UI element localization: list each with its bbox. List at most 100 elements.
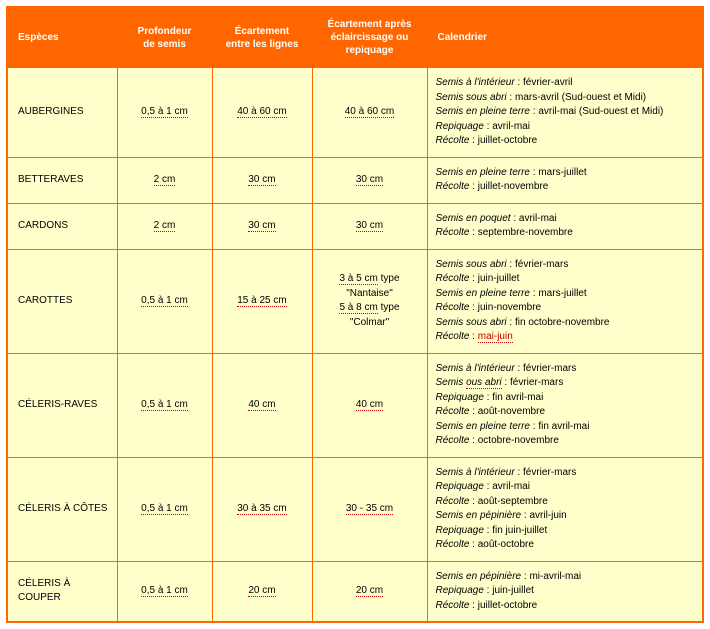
calendar-value: fin octobre-novembre <box>515 317 610 328</box>
calendar-line: Récolte : juin-novembre <box>436 301 697 316</box>
calendar-label: Récolte <box>436 435 470 446</box>
calendar-line: Repiquage : fin juin-juillet <box>436 524 697 539</box>
col-header-0: Espèces <box>7 7 117 68</box>
calendar-line: Récolte : juillet-octobre <box>436 134 697 149</box>
calendar-line: Semis sous abri : mars-avril (Sud-ouest … <box>436 91 697 106</box>
calendar-cell: Semis en poquet : avril-maiRécolte : sep… <box>427 203 703 249</box>
calendar-value: mars-avril (Sud-ouest et Midi) <box>515 92 646 103</box>
calendar-cell: Semis sous abri : février-marsRécolte : … <box>427 249 703 353</box>
calendar-cell: Semis à l'intérieur : février-marsSemis … <box>427 353 703 457</box>
measure-cell: 2 cm <box>117 203 212 249</box>
calendar-value: février-mars <box>515 259 568 270</box>
calendar-value: juin-juillet <box>492 585 534 596</box>
calendar-line: Repiquage : juin-juillet <box>436 584 697 599</box>
calendar-value: juillet-octobre <box>478 135 537 146</box>
calendar-label: Semis en pleine terre <box>436 288 531 299</box>
calendar-label: Semis sous abri <box>436 92 507 103</box>
table-row: BETTERAVES2 cm30 cm30 cmSemis en pleine … <box>7 157 703 203</box>
calendar-value: août-septembre <box>478 496 548 507</box>
calendar-label: Semis sous abri <box>436 317 507 328</box>
species-cell: CAROTTES <box>7 249 117 353</box>
calendar-value: août-novembre <box>478 406 545 417</box>
calendar-line: Récolte : août-octobre <box>436 538 697 553</box>
measure-cell: 30 cm <box>312 157 427 203</box>
calendar-line: Semis en pleine terre : fin avril-mai <box>436 420 697 435</box>
calendar-label: Récolte <box>436 600 470 611</box>
measure-cell: 3 à 5 cm type"Nantaise"5 à 8 cm type"Col… <box>312 249 427 353</box>
calendar-value: février-mars <box>523 467 576 478</box>
calendar-value: février-avril <box>523 77 572 88</box>
col-header-1: Profondeurde semis <box>117 7 212 68</box>
measure-cell: 30 cm <box>312 203 427 249</box>
calendar-label: Récolte <box>436 406 470 417</box>
calendar-label: Semis en pleine terre <box>436 106 531 117</box>
calendar-value: juin-juillet <box>478 273 520 284</box>
calendar-value: octobre-novembre <box>478 435 559 446</box>
calendar-value: avril-mai <box>519 213 557 224</box>
calendar-line: Semis en pleine terre : mars-juillet <box>436 287 697 302</box>
calendar-line: Repiquage : avril-mai <box>436 120 697 135</box>
calendar-line: Récolte : juillet-octobre <box>436 599 697 614</box>
calendar-label: Semis en pleine terre <box>436 421 531 432</box>
measure-cell: 30 à 35 cm <box>212 457 312 561</box>
calendar-value: avril-juin <box>529 510 566 521</box>
table-row: CÉLERIS À CÔTES0,5 à 1 cm30 à 35 cm30 - … <box>7 457 703 561</box>
calendar-value: avril-mai (Sud-ouest et Midi) <box>538 106 663 117</box>
calendar-label: Semis sous abri <box>436 259 507 270</box>
measure-cell: 2 cm <box>117 157 212 203</box>
calendar-label: Semis à l'intérieur <box>436 467 515 478</box>
measure-cell: 0,5 à 1 cm <box>117 353 212 457</box>
calendar-value: février-mars <box>523 363 576 374</box>
calendar-value: mars-juillet <box>538 167 586 178</box>
calendar-label: Semis en pépinière <box>436 510 522 521</box>
measure-cell: 0,5 à 1 cm <box>117 249 212 353</box>
calendar-line: Semis sous abri : fin octobre-novembre <box>436 316 697 331</box>
table-row: CÉLERIS À COUPER0,5 à 1 cm20 cm20 cmSemi… <box>7 561 703 622</box>
calendar-line: Récolte : juillet-novembre <box>436 180 697 195</box>
calendar-label: Récolte <box>436 273 470 284</box>
calendar-label: Semis en pépinière <box>436 571 522 582</box>
calendar-label: Récolte <box>436 539 470 550</box>
species-cell: CÉLERIS À COUPER <box>7 561 117 622</box>
measure-line: 3 à 5 cm type <box>339 273 399 285</box>
calendar-line: Semis à l'intérieur : février-mars <box>436 466 697 481</box>
col-header-2: Écartemententre les lignes <box>212 7 312 68</box>
calendar-line: Récolte : mai-juin <box>436 330 697 345</box>
calendar-label: Repiquage <box>436 392 484 403</box>
table-row: CARDONS2 cm30 cm30 cmSemis en poquet : a… <box>7 203 703 249</box>
calendar-line: Semis en pépinière : mi-avril-mai <box>436 570 697 585</box>
calendar-line: Repiquage : fin avril-mai <box>436 391 697 406</box>
calendar-label: Semis en pleine terre <box>436 167 531 178</box>
calendar-label: Semis ous abri <box>436 377 502 389</box>
calendar-value: avril-mai <box>492 481 530 492</box>
calendar-value: fin avril-mai <box>492 392 543 403</box>
calendar-label: Récolte <box>436 331 470 342</box>
calendar-value: juin-novembre <box>478 302 541 313</box>
measure-cell: 0,5 à 1 cm <box>117 457 212 561</box>
calendar-label: Repiquage <box>436 121 484 132</box>
calendar-line: Semis en poquet : avril-mai <box>436 212 697 227</box>
calendar-label: Semis à l'intérieur <box>436 77 515 88</box>
calendar-cell: Semis en pépinière : mi-avril-maiRepiqua… <box>427 561 703 622</box>
calendar-label: Semis à l'intérieur <box>436 363 515 374</box>
measure-cell: 30 cm <box>212 203 312 249</box>
calendar-line: Repiquage : avril-mai <box>436 480 697 495</box>
calendar-value: août-octobre <box>478 539 534 550</box>
measure-cell: 20 cm <box>312 561 427 622</box>
calendar-line: Récolte : août-septembre <box>436 495 697 510</box>
measure-cell: 40 à 60 cm <box>212 68 312 158</box>
measure-line: "Colmar" <box>350 317 389 328</box>
calendar-label: Récolte <box>436 227 470 238</box>
measure-cell: 40 cm <box>212 353 312 457</box>
table-row: CAROTTES0,5 à 1 cm15 à 25 cm3 à 5 cm typ… <box>7 249 703 353</box>
calendar-value: mai-juin <box>478 331 513 343</box>
calendar-line: Semis ous abri : février-mars <box>436 376 697 391</box>
measure-cell: 40 cm <box>312 353 427 457</box>
calendar-line: Récolte : juin-juillet <box>436 272 697 287</box>
calendar-value: juillet-novembre <box>478 181 549 192</box>
calendar-line: Semis à l'intérieur : février-mars <box>436 362 697 377</box>
calendar-label: Récolte <box>436 181 470 192</box>
calendar-line: Semis en pépinière : avril-juin <box>436 509 697 524</box>
measure-cell: 0,5 à 1 cm <box>117 68 212 158</box>
calendar-value: février-mars <box>510 377 563 388</box>
